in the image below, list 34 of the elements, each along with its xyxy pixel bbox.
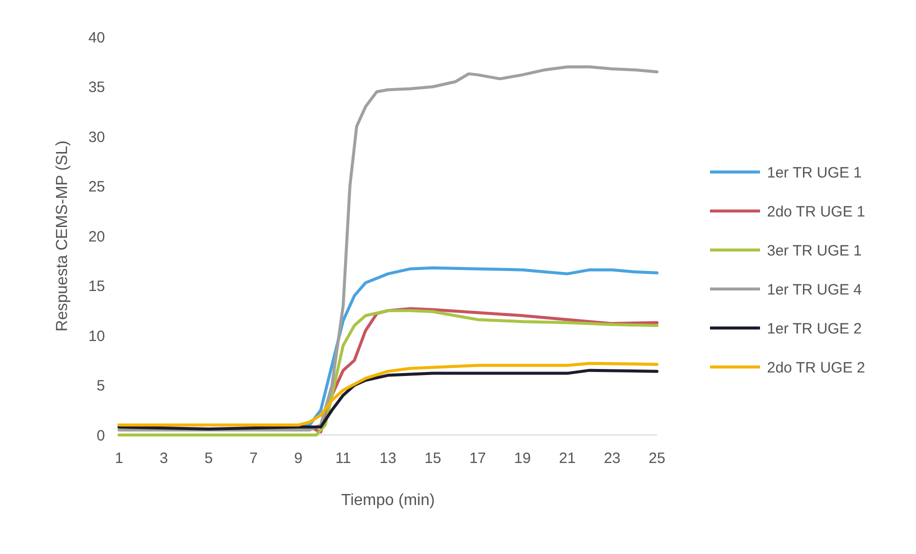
legend-label: 2do TR UGE 2: [767, 359, 866, 376]
x-tick-label: 1: [114, 450, 124, 467]
y-tick-label: 15: [88, 278, 105, 295]
y-tick-label: 10: [88, 328, 105, 345]
line-series: [118, 362, 658, 427]
legend-label: 2do TR UGE 1: [767, 203, 866, 220]
x-tick-label: 13: [380, 450, 396, 467]
x-tick-label: 25: [648, 450, 666, 467]
x-tick-label: 21: [558, 450, 576, 467]
y-axis-title: Respuesta CEMS-MP (SL): [54, 140, 71, 332]
y-tick-label: 25: [88, 178, 105, 196]
x-tick-label: 23: [604, 450, 621, 467]
x-tick-label: 17: [469, 450, 486, 467]
legend-label: 3er TR UGE 1: [767, 242, 862, 260]
legend-label: 1er TR UGE 2: [767, 320, 862, 338]
y-tick-label: 0: [96, 427, 105, 444]
x-tick-label: 11: [335, 450, 351, 467]
x-tick-label: 9: [294, 450, 303, 467]
y-tick-label: 40: [88, 29, 105, 46]
legend-label: 1er TR UGE 1: [767, 164, 862, 182]
x-tick-label: 7: [249, 450, 258, 467]
y-tick-label: 20: [88, 228, 105, 246]
x-tick-label: 15: [424, 450, 442, 467]
legend-label: 1er TR UGE 4: [767, 281, 862, 298]
line-series: [118, 309, 658, 436]
line-series: [118, 65, 658, 432]
y-tick-label: 5: [96, 378, 105, 394]
x-axis-title: Tiempo (min): [341, 492, 435, 509]
x-tick-label: 3: [160, 450, 168, 467]
x-tick-label: 19: [514, 450, 531, 467]
y-tick-label: 30: [88, 128, 105, 146]
y-tick-label: 35: [88, 79, 105, 96]
x-tick-label: 5: [204, 450, 213, 467]
line-series: [118, 368, 658, 431]
